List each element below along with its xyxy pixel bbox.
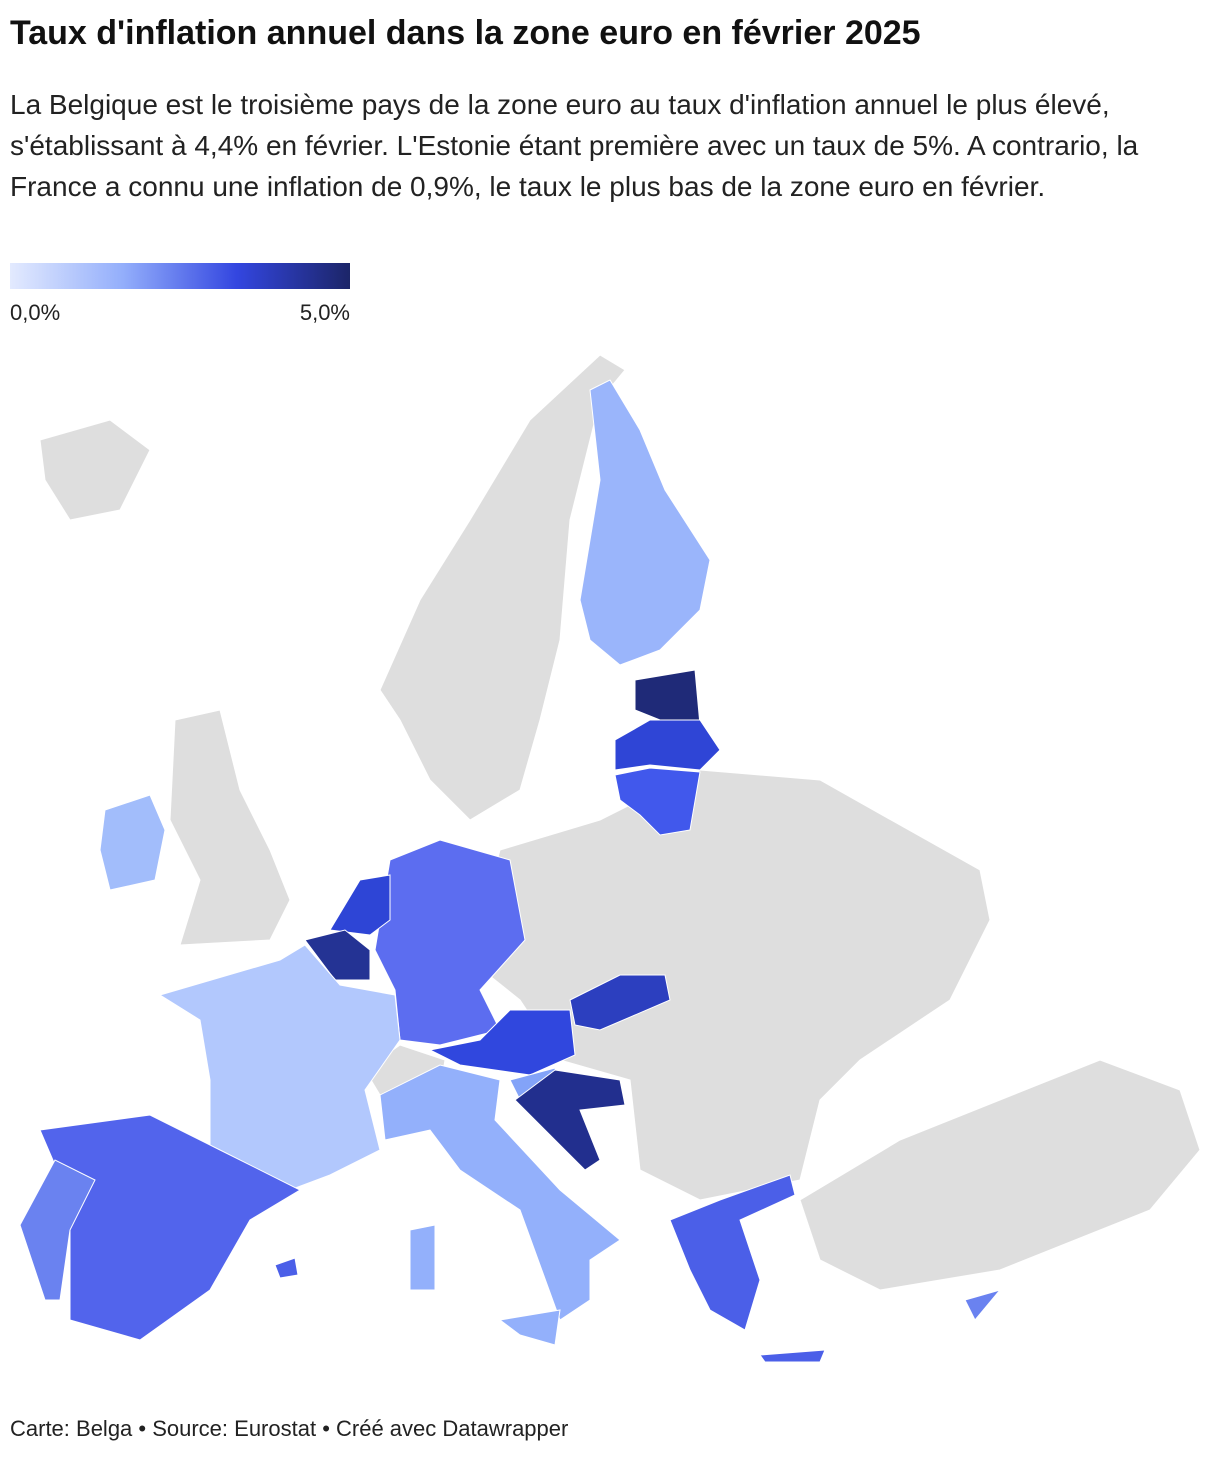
country	[99, 794, 166, 891]
country	[274, 1257, 299, 1279]
iceland	[39, 419, 151, 521]
legend-bar	[10, 263, 350, 289]
turkey	[799, 1059, 1201, 1291]
country	[19, 1159, 96, 1301]
country	[329, 874, 391, 936]
title: Taux d'inflation annuel dans la zone eur…	[10, 14, 921, 52]
country	[409, 1224, 436, 1291]
country	[759, 1349, 826, 1363]
country	[579, 379, 711, 666]
country	[379, 1064, 621, 1321]
scandinavia	[379, 354, 626, 821]
legend-label: 0,0%	[10, 300, 60, 325]
legend-label: 5,0%	[300, 300, 350, 325]
country	[634, 669, 701, 726]
country	[158, 944, 401, 1191]
country	[569, 974, 671, 1031]
legend: 0,0% 5,0%	[10, 263, 350, 325]
non-eurozone	[39, 354, 1201, 1291]
country	[614, 767, 701, 836]
country	[39, 1114, 302, 1341]
country	[514, 1069, 626, 1171]
country	[498, 1309, 561, 1346]
country	[614, 719, 721, 771]
description: La Belgique est le troisième pays de la …	[10, 89, 1139, 202]
united-kingdom	[169, 709, 291, 946]
country	[964, 1289, 1002, 1321]
map	[19, 354, 1201, 1363]
country	[428, 1009, 576, 1076]
eurozone	[19, 379, 1002, 1363]
footer: Carte: Belga • Source: Eurostat • Créé a…	[10, 1416, 569, 1441]
country	[669, 1174, 796, 1331]
